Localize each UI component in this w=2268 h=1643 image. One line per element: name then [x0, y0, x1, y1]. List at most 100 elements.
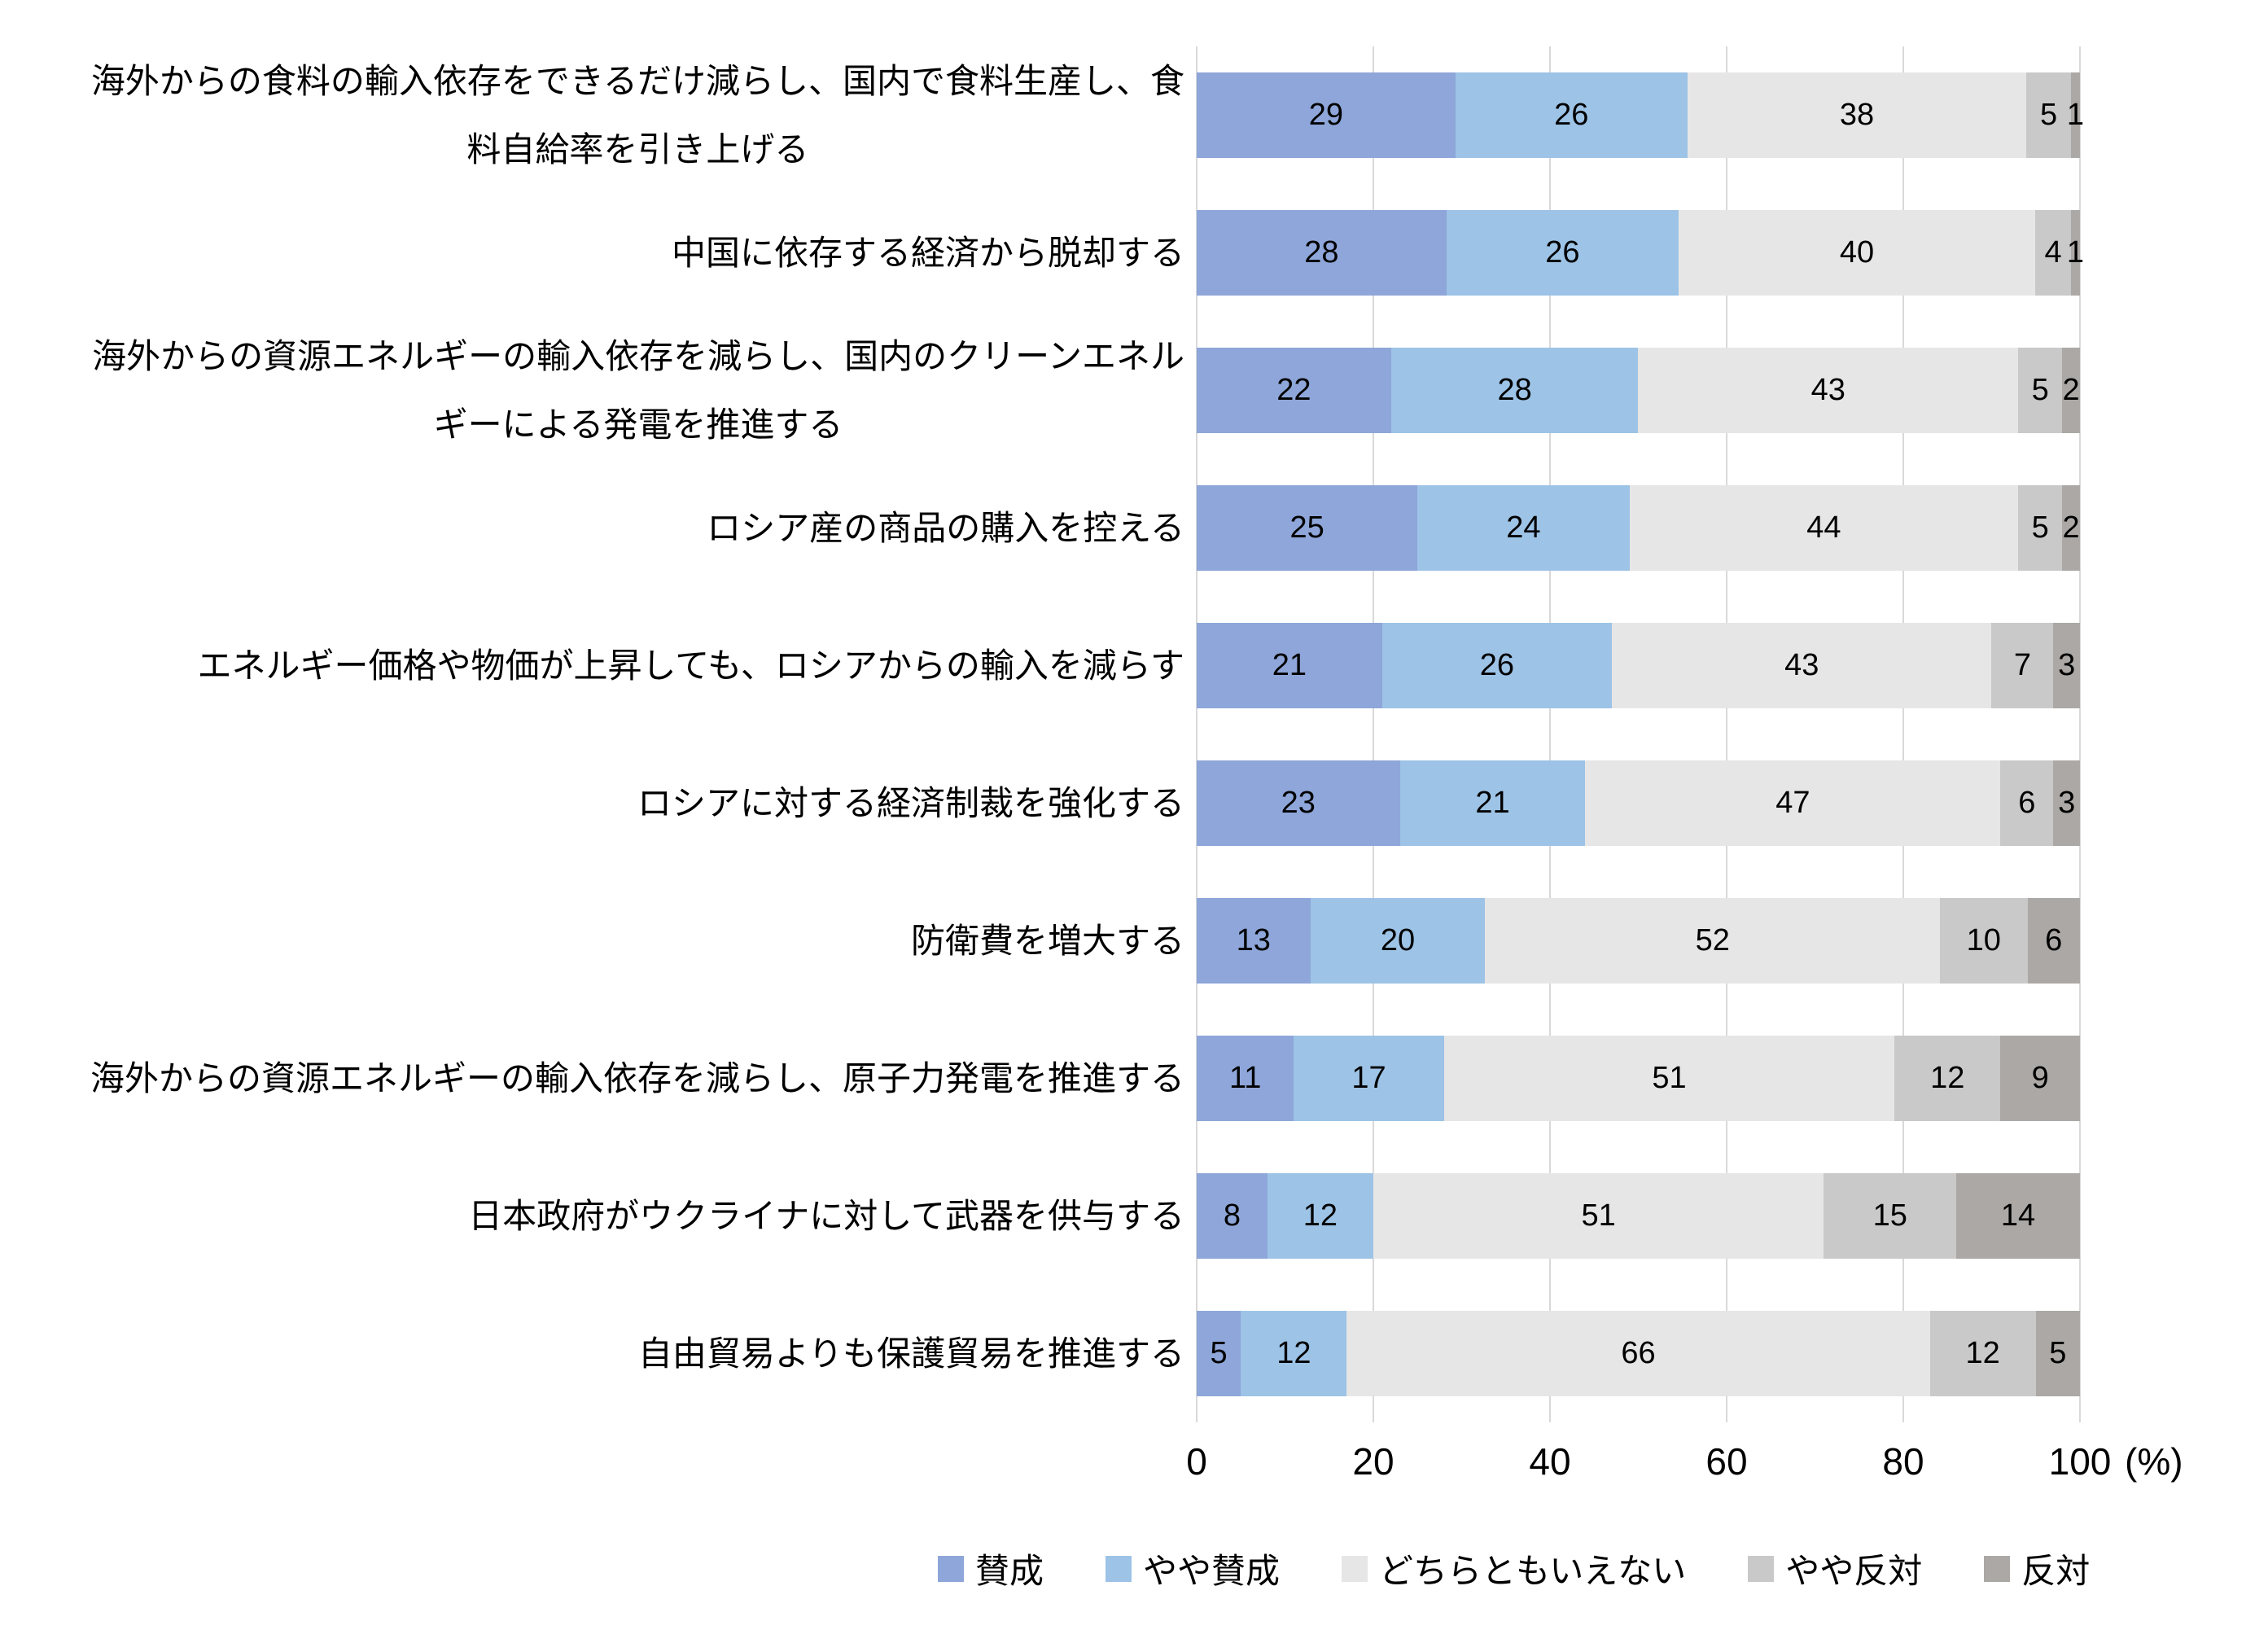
bar-segment-somewhat-agree: 26	[1455, 72, 1688, 158]
category-labels-column: 海外からの食料の輸入依存をできるだけ減らし、国内で食料生産し、食 料自給率を引き…	[0, 46, 1184, 1422]
value-label: 5	[2049, 1336, 2067, 1370]
legend-swatch	[1984, 1555, 2011, 1582]
value-label: 3	[2058, 786, 2076, 820]
value-label: 26	[1554, 98, 1589, 132]
bar-segment-somewhat-agree: 26	[1446, 210, 1679, 296]
value-label: 2	[2062, 373, 2080, 407]
stacked-bar: 23 21 47 6 3	[1197, 760, 2080, 846]
bar-segment-agree: 22	[1197, 348, 1391, 433]
value-label: 12	[1965, 1336, 2000, 1370]
value-label: 47	[1775, 786, 1810, 820]
bar-segment-agree: 28	[1197, 210, 1447, 296]
bar-segment-oppose: 5	[2035, 1311, 2080, 1396]
bar-segment-somewhat-oppose: 7	[1991, 623, 2054, 708]
bar-segment-somewhat-agree: 21	[1399, 760, 1586, 846]
bar-segment-somewhat-oppose: 15	[1824, 1173, 1957, 1259]
value-label: 43	[1810, 373, 1845, 407]
value-label: 5	[2040, 98, 2058, 132]
gridline	[2079, 46, 2081, 1422]
bar-row: 23 21 47 6 3	[1197, 734, 2080, 872]
category-cell: 海外からの食料の輸入依存をできるだけ減らし、国内で食料生産し、食 料自給率を引き…	[0, 46, 1184, 184]
value-label: 24	[1506, 510, 1541, 545]
stacked-bar: 21 26 43 7 3	[1197, 623, 2080, 708]
value-label: 28	[1497, 373, 1532, 407]
legend-label: やや反対	[1785, 1552, 1923, 1590]
legend-item-oppose: 反対	[1984, 1544, 2090, 1593]
legend-swatch	[1106, 1555, 1132, 1582]
bar-row: 8 12 51 15 14	[1197, 1147, 2080, 1285]
category-label: 海外からの資源エネルギーの輸入依存を減らし、国内のクリーンエネル ギーによる発電…	[92, 336, 1184, 444]
bar-row: 21 26 43 7 3	[1197, 597, 2080, 734]
gridline	[1549, 46, 1551, 1422]
bar-segment-oppose: 2	[2062, 348, 2080, 433]
category-cell: 海外からの資源エネルギーの輸入依存を減らし、国内のクリーンエネル ギーによる発電…	[0, 322, 1184, 459]
value-label: 12	[1930, 1061, 1965, 1095]
bar-segment-somewhat-oppose: 6	[2000, 760, 2054, 846]
category-label: 海外からの食料の輸入依存をできるだけ減らし、国内で食料生産し、食 料自給率を引き…	[90, 61, 1184, 169]
value-label: 6	[2045, 923, 2063, 957]
x-tick-label: 40	[1529, 1440, 1571, 1483]
bar-segment-oppose: 9	[2000, 1036, 2080, 1121]
category-label: 中国に依存する経済から脱却する	[671, 233, 1184, 272]
bar-segment-somewhat-oppose: 10	[1940, 898, 2028, 984]
value-label: 26	[1545, 235, 1580, 269]
value-label: 51	[1652, 1061, 1687, 1095]
x-tick-label: 60	[1705, 1440, 1748, 1483]
stacked-bar: 28 26 40 4 1	[1197, 210, 2084, 296]
value-label: 29	[1308, 98, 1344, 132]
value-label: 11	[1228, 1061, 1262, 1095]
category-cell: ロシア産の商品の購入を控える	[0, 459, 1184, 597]
category-cell: 自由貿易よりも保護貿易を推進する	[0, 1285, 1184, 1422]
category-cell: 中国に依存する経済から脱却する	[0, 184, 1184, 322]
bar-segment-somewhat-oppose: 12	[1894, 1036, 2001, 1121]
bar-row: 29 26 38 5 1	[1197, 46, 2084, 184]
value-label: 5	[2031, 510, 2049, 545]
bar-row: 13 20 52 10 6	[1197, 872, 2080, 1010]
bar-segment-oppose: 3	[2053, 623, 2080, 708]
bar-segment-oppose: 2	[2062, 485, 2080, 571]
value-label: 5	[1210, 1336, 1228, 1370]
bar-row: 22 28 43 5 2	[1197, 322, 2080, 459]
bar-segment-neutral: 43	[1638, 348, 2019, 433]
value-label: 7	[2013, 648, 2032, 682]
value-label: 38	[1839, 98, 1875, 132]
bar-segment-somewhat-agree: 24	[1417, 485, 1630, 571]
category-label: 海外からの資源エネルギーの輸入依存を減らし、原子力発電を推進する	[90, 1058, 1184, 1098]
bar-row: 11 17 51 12 9	[1197, 1010, 2080, 1147]
value-label: 3	[2058, 648, 2076, 682]
gridline	[1373, 46, 1374, 1422]
x-tick-label: 20	[1352, 1440, 1395, 1483]
bar-row: 5 12 66 12 5	[1197, 1285, 2080, 1422]
value-label: 26	[1479, 648, 1515, 682]
plot-area: 29 26 38 5 1 28 26 40 4 1 22 28 43 5 2 25 24 44 5 2 21 26 43 7 3…	[1196, 46, 2084, 1422]
legend-swatch	[938, 1555, 964, 1582]
value-label: 1	[2066, 235, 2085, 269]
bar-segment-oppose: 6	[2027, 898, 2080, 984]
category-cell: 日本政府がウクライナに対して武器を供与する	[0, 1147, 1184, 1285]
bar-segment-somewhat-agree: 17	[1294, 1036, 1444, 1121]
value-label: 6	[2018, 786, 2036, 820]
x-tick-label: 100	[2048, 1440, 2112, 1483]
stacked-bar: 25 24 44 5 2	[1197, 485, 2080, 571]
bar-segment-agree: 21	[1197, 623, 1382, 708]
value-label: 28	[1304, 235, 1339, 269]
value-label: 8	[1223, 1198, 1241, 1233]
value-label: 23	[1281, 786, 1316, 820]
gridline	[1196, 46, 1197, 1422]
value-label: 20	[1380, 923, 1416, 957]
category-cell: 海外からの資源エネルギーの輸入依存を減らし、原子力発電を推進する	[0, 1010, 1184, 1147]
x-axis: 0 20 40 60 80 100	[1186, 1439, 2111, 1488]
bar-segment-somewhat-agree: 12	[1241, 1311, 1347, 1396]
value-label: 1	[2066, 98, 2085, 132]
bar-segment-neutral: 40	[1678, 210, 2036, 296]
category-label: エネルギー価格や物価が上昇しても、ロシアからの輸入を減らす	[197, 646, 1184, 685]
legend-label: 賛成	[975, 1552, 1044, 1590]
stacked-bar: 22 28 43 5 2	[1197, 348, 2080, 433]
value-label: 22	[1276, 373, 1311, 407]
category-label: 自由貿易よりも保護貿易を推進する	[637, 1334, 1184, 1373]
bar-segment-agree: 8	[1197, 1173, 1268, 1259]
bar-segment-agree: 13	[1197, 898, 1311, 984]
bar-segment-agree: 25	[1197, 485, 1418, 571]
legend-item-somewhat-agree: やや賛成	[1106, 1544, 1280, 1593]
